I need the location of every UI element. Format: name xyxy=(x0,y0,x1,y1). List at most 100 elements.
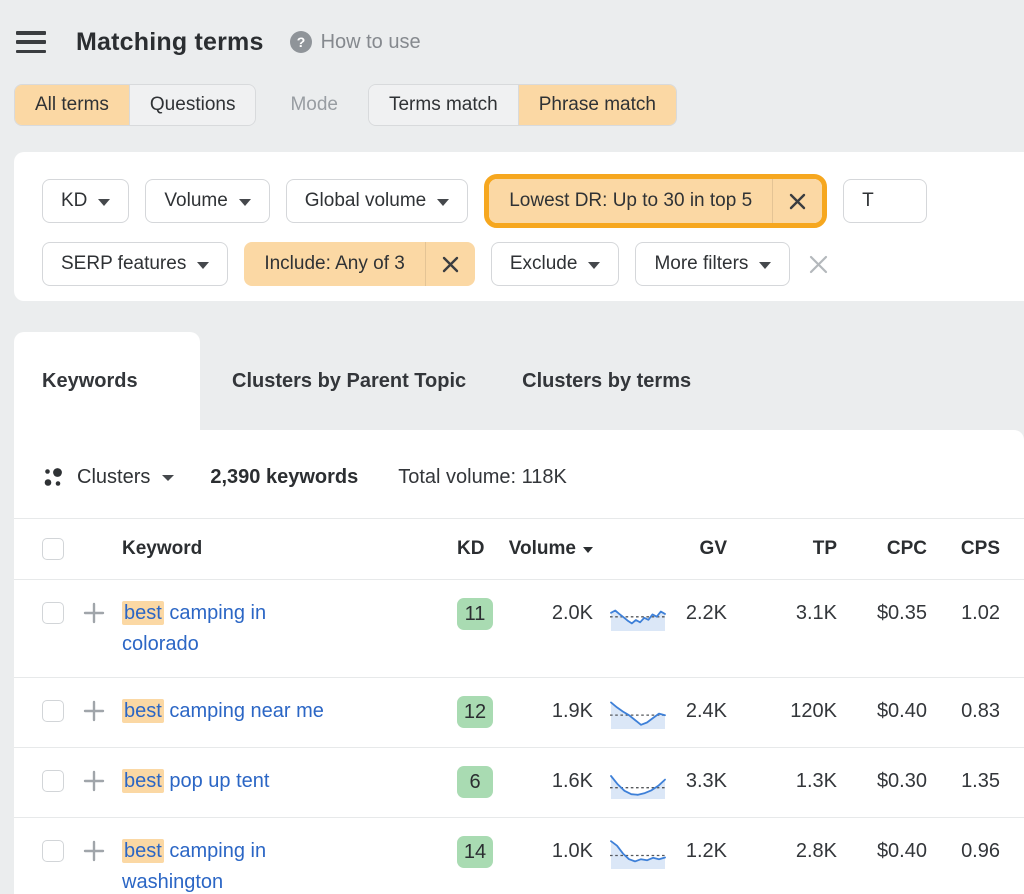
volume-value: 1.0K xyxy=(551,840,593,862)
question-circle-icon: ? xyxy=(289,31,312,53)
lowest-dr-filter-chip[interactable]: Lowest DR: Up to 30 in top 5 xyxy=(489,179,823,223)
add-to-list-button[interactable] xyxy=(82,602,106,627)
column-header-keyword[interactable]: Keyword xyxy=(122,538,203,559)
add-to-list-button[interactable] xyxy=(82,700,106,725)
caret-down-icon xyxy=(197,261,210,269)
plus-icon xyxy=(83,770,105,792)
table-row: best camping in colorado 11 2.0K 2.2K 3.… xyxy=(14,580,1024,678)
column-header-volume[interactable]: Volume xyxy=(509,538,593,560)
hamburger-menu-icon[interactable] xyxy=(16,31,46,53)
how-to-use-link[interactable]: ? How to use xyxy=(289,30,421,54)
tp-value: 1.3K xyxy=(795,770,837,792)
volume-trend-sparkline xyxy=(610,609,666,631)
column-header-kd[interactable]: KD xyxy=(457,538,485,559)
remove-lowest-dr-filter-button[interactable] xyxy=(772,179,822,223)
volume-value: 2.0K xyxy=(551,602,593,624)
terms-segmented-control: All terms Questions xyxy=(14,84,257,126)
column-header-cps[interactable]: CPS xyxy=(960,538,1000,559)
keyword-link[interactable]: best camping in washington xyxy=(122,839,267,893)
table-header-row: Keyword KD Volume GV TP CPC CPS xyxy=(14,518,1024,580)
app-header: Matching terms ? How to use xyxy=(0,0,1024,64)
row-checkbox[interactable] xyxy=(42,700,64,722)
gv-value: 2.2K xyxy=(685,602,727,624)
caret-down-icon xyxy=(588,261,601,269)
filters-panel: KD Volume Global volume Lowest DR: Up to… xyxy=(14,152,1024,301)
gv-value: 2.4K xyxy=(685,700,727,722)
add-to-list-button[interactable] xyxy=(82,770,106,795)
select-all-checkbox[interactable] xyxy=(42,538,64,560)
lowest-dr-filter-label[interactable]: Lowest DR: Up to 30 in top 5 xyxy=(509,190,753,211)
tab-clusters-by-parent-topic[interactable]: Clusters by Parent Topic xyxy=(232,369,467,392)
kd-badge: 11 xyxy=(457,598,493,630)
kd-badge: 12 xyxy=(457,696,493,728)
how-to-use-label: How to use xyxy=(320,30,421,53)
serp-features-filter-button[interactable]: SERP features xyxy=(42,242,229,286)
include-filter-chip[interactable]: Include: Any of 3 xyxy=(244,242,475,286)
kd-badge: 6 xyxy=(457,766,493,798)
terms-match-segment[interactable]: Terms match xyxy=(368,85,518,125)
volume-value: 1.6K xyxy=(551,770,593,792)
row-checkbox[interactable] xyxy=(42,602,64,624)
keywords-panel: Clusters 2,390 keywords Total volume: 11… xyxy=(14,430,1024,894)
volume-filter-button[interactable]: Volume xyxy=(145,179,270,223)
column-header-tp[interactable]: TP xyxy=(812,538,837,559)
cps-value: 0.96 xyxy=(961,840,1000,862)
gv-value: 3.3K xyxy=(685,770,727,792)
truncated-filter-button[interactable]: T xyxy=(843,179,928,223)
more-filters-button[interactable]: More filters xyxy=(635,242,791,286)
kd-badge: 14 xyxy=(457,836,493,868)
volume-value: 1.9K xyxy=(551,700,593,722)
page-title: Matching terms xyxy=(76,27,264,56)
keyword-link[interactable]: best camping in colorado xyxy=(122,601,267,655)
table-row: best camping near me 12 1.9K 2.4K 120K $… xyxy=(14,678,1024,748)
volume-trend-sparkline xyxy=(610,775,666,799)
exclude-filter-button[interactable]: Exclude xyxy=(490,242,620,286)
cpc-value: $0.35 xyxy=(876,602,927,624)
table-row: best pop up tent 6 1.6K 3.3K 1.3K $0.30 … xyxy=(14,748,1024,818)
mode-label: Mode xyxy=(290,94,338,115)
tp-value: 3.1K xyxy=(795,602,837,624)
match-segmented-control: Terms match Phrase match xyxy=(367,84,677,126)
cps-value: 1.35 xyxy=(961,770,1000,792)
caret-down-icon xyxy=(759,261,772,269)
tab-keywords[interactable]: Keywords xyxy=(14,332,200,430)
clusters-dropdown-button[interactable]: Clusters xyxy=(42,466,175,489)
phrase-match-segment[interactable]: Phrase match xyxy=(517,85,676,125)
cps-value: 1.02 xyxy=(961,602,1000,624)
include-filter-label[interactable]: Include: Any of 3 xyxy=(264,253,405,274)
keywords-count: 2,390 keywords xyxy=(210,465,359,488)
table-row: best camping in washington 14 1.0K 1.2K … xyxy=(14,818,1024,894)
plus-icon xyxy=(83,602,105,624)
row-checkbox[interactable] xyxy=(42,840,64,862)
keyword-link[interactable]: best camping near me xyxy=(122,699,324,723)
keyword-link[interactable]: best pop up tent xyxy=(122,769,270,793)
filters-row-1: KD Volume Global volume Lowest DR: Up to… xyxy=(42,174,1024,228)
volume-trend-sparkline xyxy=(610,840,666,869)
caret-down-icon xyxy=(238,198,251,206)
remove-include-filter-button[interactable] xyxy=(424,242,475,286)
close-x-icon xyxy=(789,193,806,209)
cpc-value: $0.40 xyxy=(876,700,927,722)
caret-down-icon xyxy=(437,198,450,206)
add-to-list-button[interactable] xyxy=(82,840,106,865)
row-checkbox[interactable] xyxy=(42,770,64,792)
mode-bar: All terms Questions Mode Terms match Phr… xyxy=(14,84,1024,126)
tp-value: 120K xyxy=(790,700,837,722)
questions-segment[interactable]: Questions xyxy=(128,85,256,125)
global-volume-filter-button[interactable]: Global volume xyxy=(285,179,469,223)
sort-desc-icon xyxy=(583,547,593,553)
kd-filter-button[interactable]: KD xyxy=(42,179,130,223)
tab-clusters-by-terms[interactable]: Clusters by terms xyxy=(522,369,692,392)
filters-row-2: SERP features Include: Any of 3 Exclude … xyxy=(42,242,1024,286)
close-x-icon xyxy=(810,255,828,273)
cluster-dots-icon xyxy=(44,467,62,486)
clear-all-filters-button[interactable] xyxy=(808,254,829,275)
column-header-gv[interactable]: GV xyxy=(699,538,727,559)
cpc-value: $0.30 xyxy=(876,770,927,792)
caret-down-icon xyxy=(162,475,175,481)
column-header-cpc[interactable]: CPC xyxy=(886,538,927,559)
plus-icon xyxy=(83,840,105,862)
all-terms-segment[interactable]: All terms xyxy=(15,85,129,125)
plus-icon xyxy=(83,700,105,722)
